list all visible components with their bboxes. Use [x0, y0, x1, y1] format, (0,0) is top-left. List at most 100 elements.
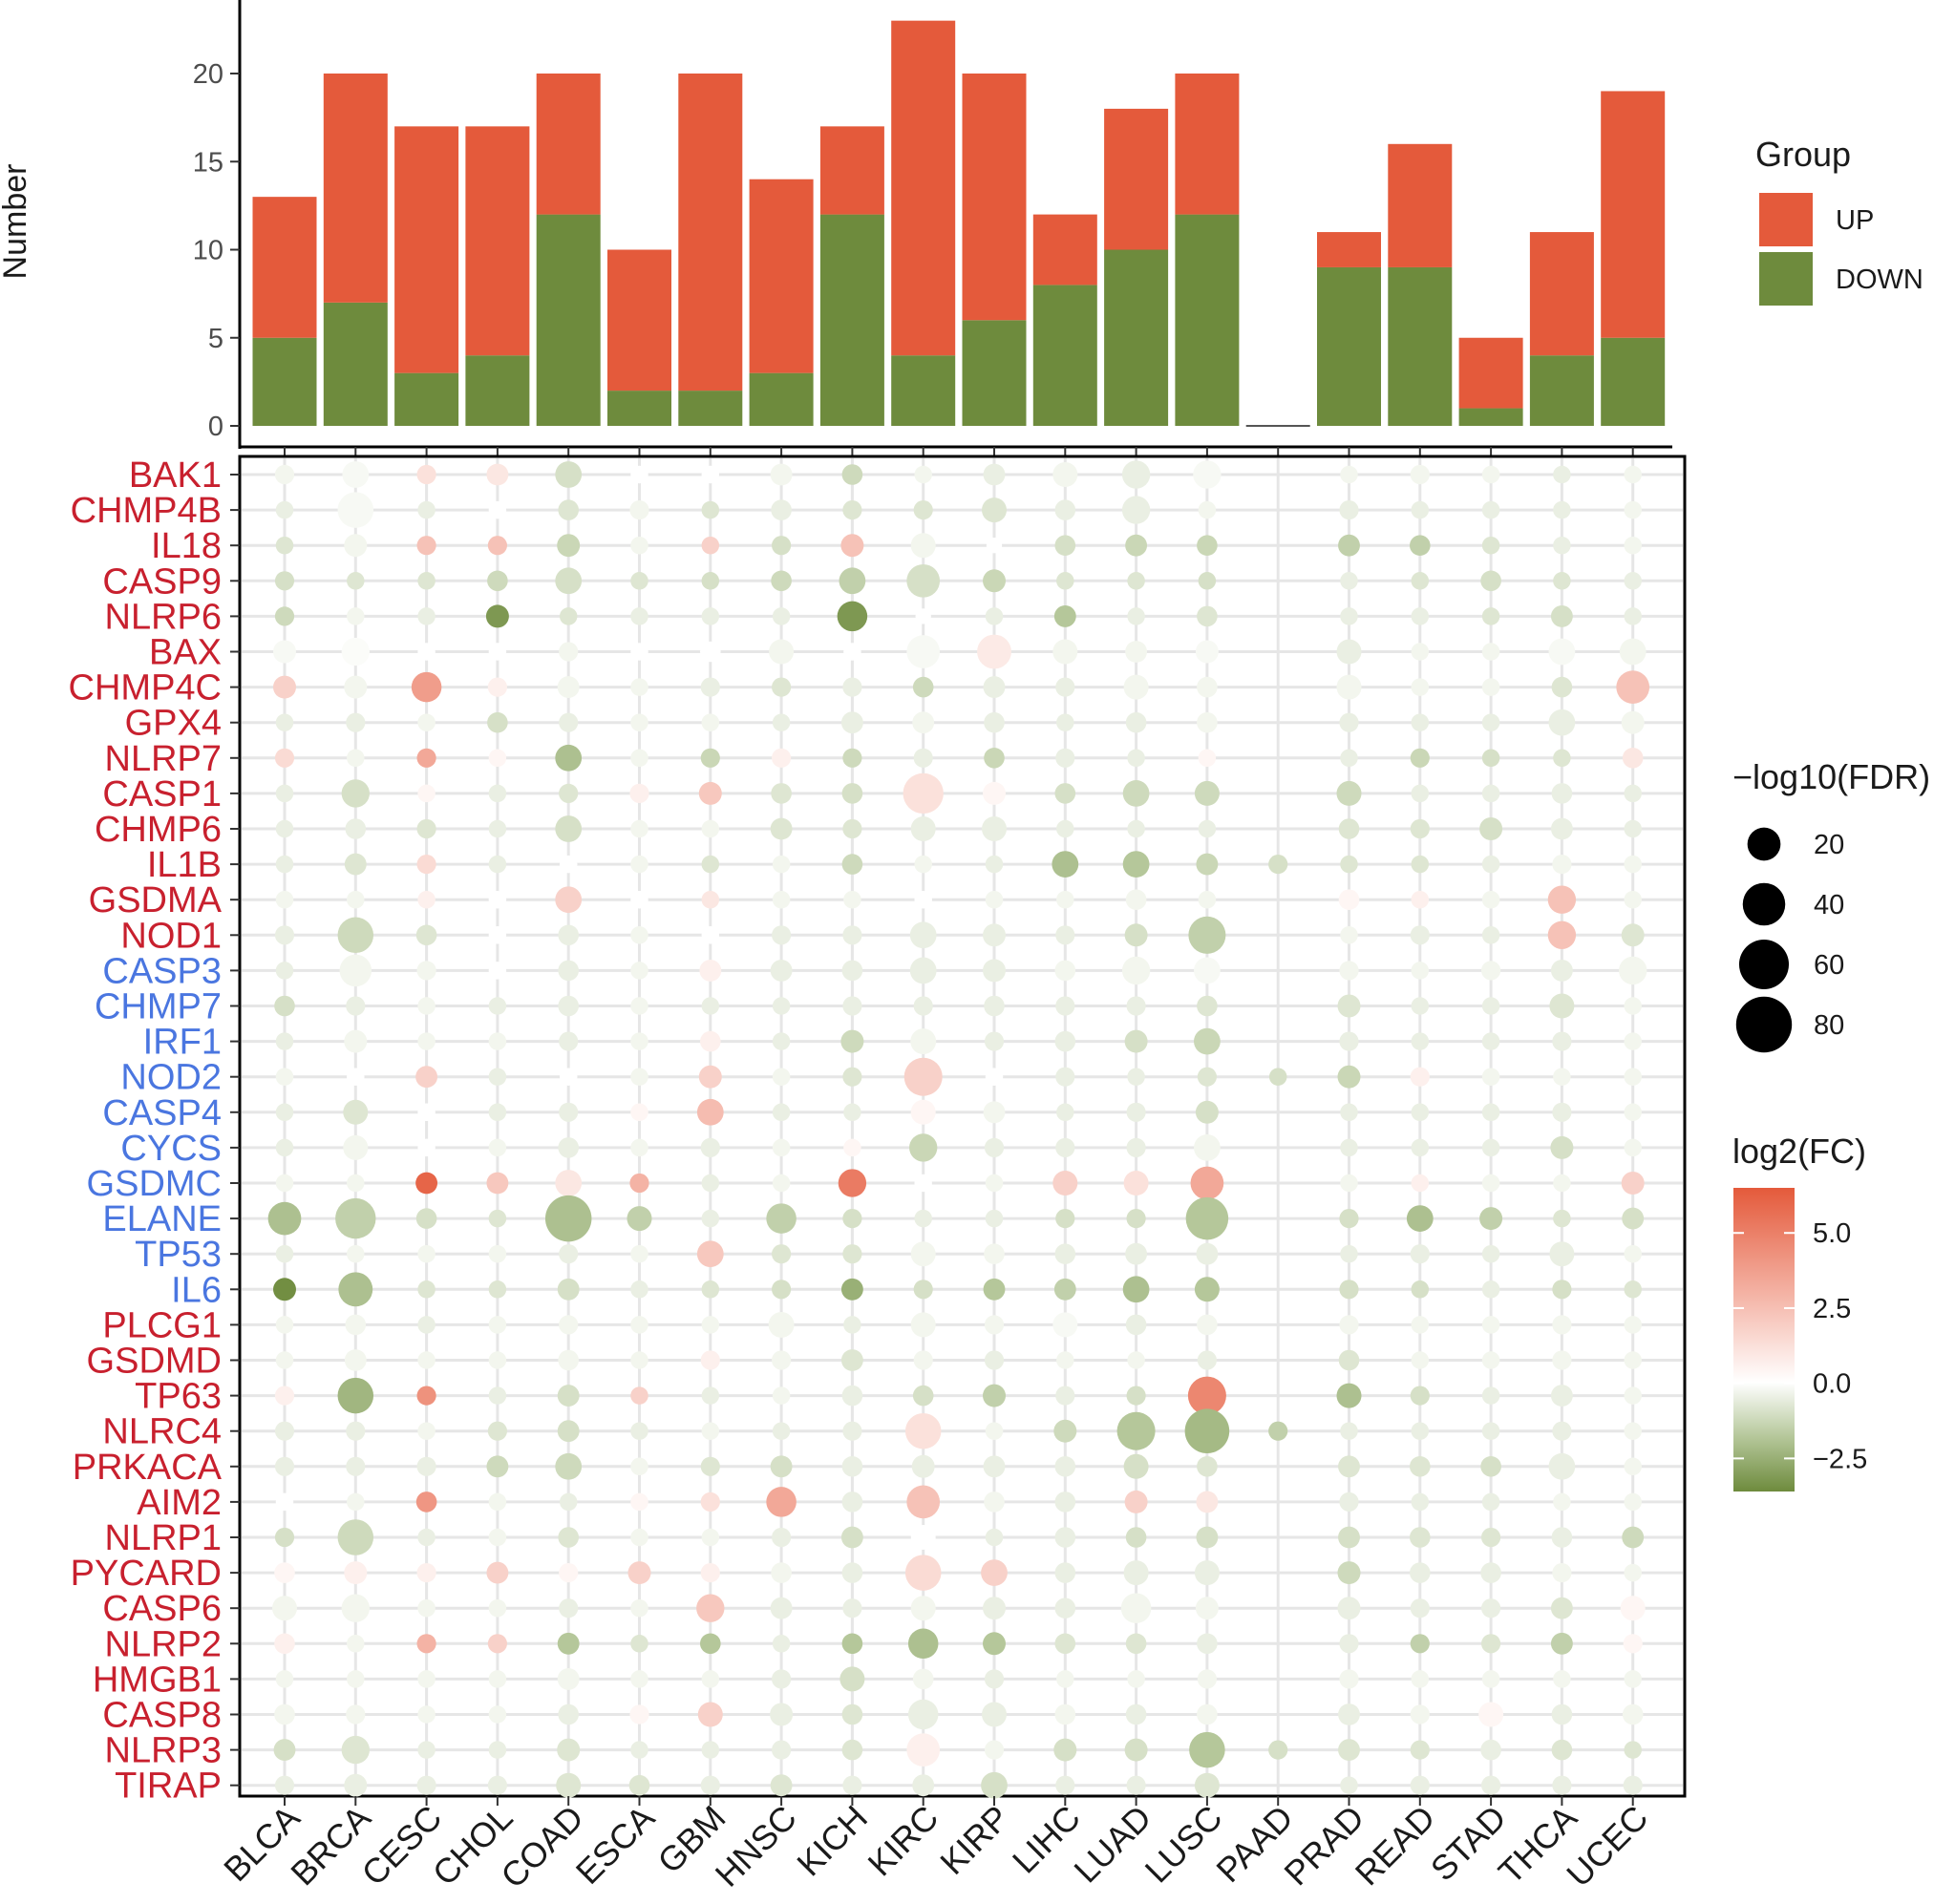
- dot-bax-coad: [559, 642, 579, 662]
- dot-plcg1-thca: [1552, 1315, 1572, 1335]
- dot-gpx4-prad: [1339, 712, 1359, 732]
- dot-gsdmd-brca: [344, 1349, 367, 1371]
- dot-nlrp1-chol: [488, 1528, 507, 1547]
- bar-down-lihc: [1032, 285, 1097, 426]
- bar-y-tick-label: 15: [193, 147, 223, 178]
- dot-il1b-cesc: [416, 855, 436, 875]
- dot-gsdmd-hnsc: [772, 1350, 792, 1370]
- dot-nod1-thca: [1547, 920, 1577, 949]
- dot-prkaca-luad: [1123, 1453, 1149, 1479]
- dot-nlrc4-paad: [1268, 1421, 1288, 1441]
- gene-label: NLRP1: [105, 1518, 223, 1558]
- dot-nlrp2-kirc: [907, 1628, 939, 1660]
- bar-down-coad: [536, 214, 601, 426]
- dot-elane-hnsc: [766, 1203, 797, 1234]
- dot-plcg1-kich: [843, 1316, 861, 1334]
- dot-tp53-kirc: [910, 1241, 936, 1267]
- dot-casp8-brca: [346, 1704, 366, 1724]
- cancer-label: LUSC: [1137, 1798, 1230, 1891]
- dot-plot-panel: [238, 455, 1687, 1798]
- dot-nod1-chol: [488, 926, 507, 944]
- dot-casp4-brca: [343, 1099, 369, 1125]
- gene-label: NLRP3: [105, 1731, 223, 1771]
- dot-nlrp1-ucec: [1622, 1526, 1645, 1549]
- dot-gsdmc-kirp: [985, 1174, 1004, 1193]
- dot-plcg1-esca: [630, 1316, 648, 1334]
- bar-up-kich: [819, 126, 884, 215]
- dot-il1b-blca: [275, 855, 294, 874]
- dot-chmp4b-esca: [629, 500, 649, 520]
- dot-bak1-kich: [841, 464, 863, 485]
- dot-nlrp1-kirp: [985, 1528, 1004, 1547]
- dot-hmgb1-thca: [1553, 1670, 1571, 1688]
- dot-cycs-ucec: [1624, 1138, 1642, 1157]
- dot-nlrp3-read: [1410, 1740, 1430, 1760]
- dot-gpx4-brca: [346, 712, 366, 732]
- dot-prkaca-stad: [1480, 1456, 1501, 1477]
- group-legend: Group UP DOWN: [1755, 135, 1923, 306]
- bar-up-thca: [1529, 232, 1594, 356]
- dot-casp6-hnsc: [770, 1597, 793, 1619]
- dot-plcg1-luad: [1125, 1314, 1147, 1336]
- dot-hmgb1-stad: [1481, 1670, 1500, 1688]
- dot-bax-esca: [630, 643, 648, 661]
- dot-pycard-prad: [1337, 1561, 1361, 1585]
- dot-gsdma-kirp: [985, 890, 1004, 909]
- bar-up-coad: [536, 74, 601, 215]
- dot-chmp6-read: [1410, 818, 1430, 839]
- dot-gsdmc-chol: [486, 1172, 509, 1195]
- dot-gpx4-blca: [275, 713, 294, 731]
- dot-bak1-cesc: [416, 464, 436, 485]
- dot-nlrp6-read: [1411, 607, 1430, 625]
- dot-casp1-coad: [559, 783, 579, 803]
- dot-casp1-kirc: [903, 772, 944, 814]
- dot-nlrp1-prad: [1338, 1526, 1360, 1549]
- dot-casp9-chol: [487, 570, 508, 592]
- dot-casp4-blca: [275, 1103, 294, 1122]
- dot-casp3-ucec: [1619, 956, 1647, 985]
- size-legend-items: 20 40 60 80: [1735, 827, 1844, 1053]
- dot-il1b-stad: [1481, 855, 1500, 874]
- dot-il1b-chol: [488, 855, 507, 874]
- dot-casp6-luad: [1120, 1593, 1152, 1623]
- dot-casp6-lihc: [1054, 1597, 1076, 1618]
- dot-casp4-chol: [488, 1103, 507, 1122]
- dot-il18-read: [1410, 535, 1431, 556]
- dot-nod1-lihc: [1055, 925, 1075, 945]
- dot-il1b-lihc: [1052, 851, 1079, 878]
- dot-il1b-kirp: [985, 855, 1004, 874]
- dot-gsdmd-read: [1411, 1351, 1430, 1369]
- dot-chmp4b-kirp: [982, 497, 1007, 523]
- dot-nlrp3-cesc: [417, 1741, 436, 1759]
- dot-nlrp3-kich: [841, 1739, 863, 1761]
- dot-nlrp1-blca: [274, 1527, 295, 1548]
- dot-gsdmc-luad: [1123, 1171, 1149, 1195]
- dot-nod2-esca: [630, 1068, 648, 1086]
- dot-tp63-stad: [1481, 1386, 1500, 1405]
- dot-nod1-kirc: [909, 921, 937, 949]
- dot-irf1-coad: [559, 1031, 579, 1051]
- dot-gsdma-brca: [347, 890, 365, 909]
- dot-bak1-esca: [630, 465, 648, 484]
- dot-cycs-kirp: [984, 1137, 1005, 1157]
- bar-up-luad: [1104, 108, 1169, 250]
- dot-gsdmd-coad: [558, 1349, 579, 1371]
- dot-nlrp1-cesc: [417, 1528, 436, 1547]
- dot-tirap-cesc: [416, 1775, 436, 1795]
- dot-gpx4-thca: [1548, 709, 1576, 736]
- dot-casp3-chol: [488, 962, 507, 980]
- dot-nod2-paad: [1268, 1068, 1287, 1086]
- dot-chmp7-lihc: [1055, 996, 1075, 1016]
- dot-bax-luad: [1125, 641, 1148, 663]
- dot-nod1-kich: [842, 925, 862, 945]
- dot-elane-lusc: [1185, 1196, 1229, 1240]
- cancer-label: UCEC: [1559, 1798, 1655, 1894]
- dot-hmgb1-ucec: [1624, 1670, 1642, 1688]
- color-legend-label: −2.5: [1813, 1444, 1867, 1474]
- dot-cycs-lusc: [1194, 1134, 1221, 1161]
- dot-aim2-esca: [630, 1492, 648, 1512]
- gene-label: IL1B: [147, 845, 222, 885]
- dot-il6-lusc: [1194, 1277, 1220, 1302]
- dot-tp63-hnsc: [772, 1386, 791, 1405]
